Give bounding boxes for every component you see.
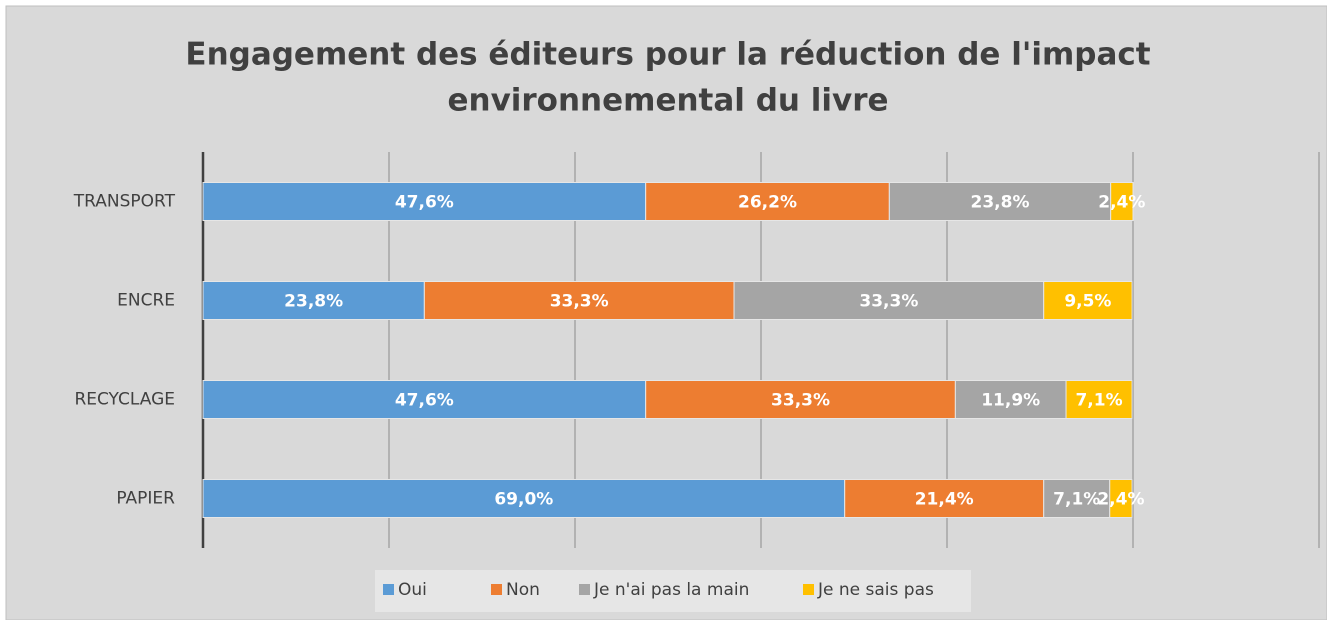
bar-segment bbox=[844, 479, 1045, 518]
y-tick-label: ENCRE bbox=[117, 291, 175, 311]
bar-segment bbox=[645, 380, 956, 419]
chart-title: Engagement des éditeurs pour la réductio… bbox=[185, 37, 1150, 73]
legend-swatch bbox=[491, 584, 502, 595]
data-label: 2,4% bbox=[1097, 490, 1144, 510]
bar-segment bbox=[1109, 479, 1133, 518]
bar-segment bbox=[1043, 479, 1111, 518]
bar-segment bbox=[888, 182, 1112, 221]
data-label: 9,5% bbox=[1064, 292, 1111, 312]
data-label: 26,2% bbox=[738, 193, 797, 213]
legend-swatch bbox=[803, 584, 814, 595]
data-label: 2,4% bbox=[1098, 193, 1145, 213]
legend-swatch bbox=[383, 584, 394, 595]
y-tick-label: RECYCLAGE bbox=[74, 390, 175, 410]
bar-segment bbox=[1065, 380, 1133, 419]
bar-segment bbox=[954, 380, 1067, 419]
data-label: 7,1% bbox=[1053, 490, 1100, 510]
legend-label: Non bbox=[506, 580, 540, 600]
bar-segment bbox=[1043, 281, 1133, 320]
data-label: 33,3% bbox=[859, 292, 918, 312]
data-label: 23,8% bbox=[971, 193, 1030, 213]
data-label: 7,1% bbox=[1075, 391, 1122, 411]
legend-label: Je n'ai pas la main bbox=[593, 580, 749, 600]
bar-segment bbox=[733, 281, 1045, 320]
bar-segment bbox=[1110, 182, 1134, 221]
legend-label: Je ne sais pas bbox=[817, 580, 934, 600]
bar-segment bbox=[423, 281, 735, 320]
data-label: 47,6% bbox=[395, 193, 454, 213]
chart-title: environnemental du livre bbox=[447, 83, 888, 119]
legend-swatch bbox=[579, 584, 590, 595]
data-label: 47,6% bbox=[395, 391, 454, 411]
bar-segment bbox=[645, 182, 890, 221]
data-label: 33,3% bbox=[550, 292, 609, 312]
y-tick-label: PAPIER bbox=[116, 489, 175, 509]
legend-box bbox=[375, 570, 971, 612]
bar-segment bbox=[202, 182, 647, 221]
data-label: 33,3% bbox=[771, 391, 830, 411]
bar-segment bbox=[202, 479, 846, 518]
data-label: 23,8% bbox=[284, 292, 343, 312]
data-label: 11,9% bbox=[981, 391, 1040, 411]
y-tick-label: TRANSPORT bbox=[73, 192, 176, 212]
legend-label: Oui bbox=[398, 580, 427, 600]
data-label: 69,0% bbox=[494, 490, 553, 510]
bar-segment bbox=[202, 281, 425, 320]
data-label: 21,4% bbox=[915, 490, 974, 510]
